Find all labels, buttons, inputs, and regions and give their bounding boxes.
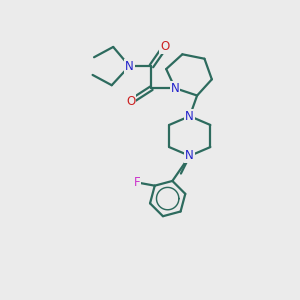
Text: N: N (171, 82, 179, 95)
Text: O: O (160, 40, 169, 53)
Text: N: N (125, 60, 134, 73)
Text: F: F (134, 176, 140, 189)
Text: O: O (126, 95, 136, 108)
Text: N: N (185, 149, 194, 162)
Text: N: N (185, 110, 194, 123)
